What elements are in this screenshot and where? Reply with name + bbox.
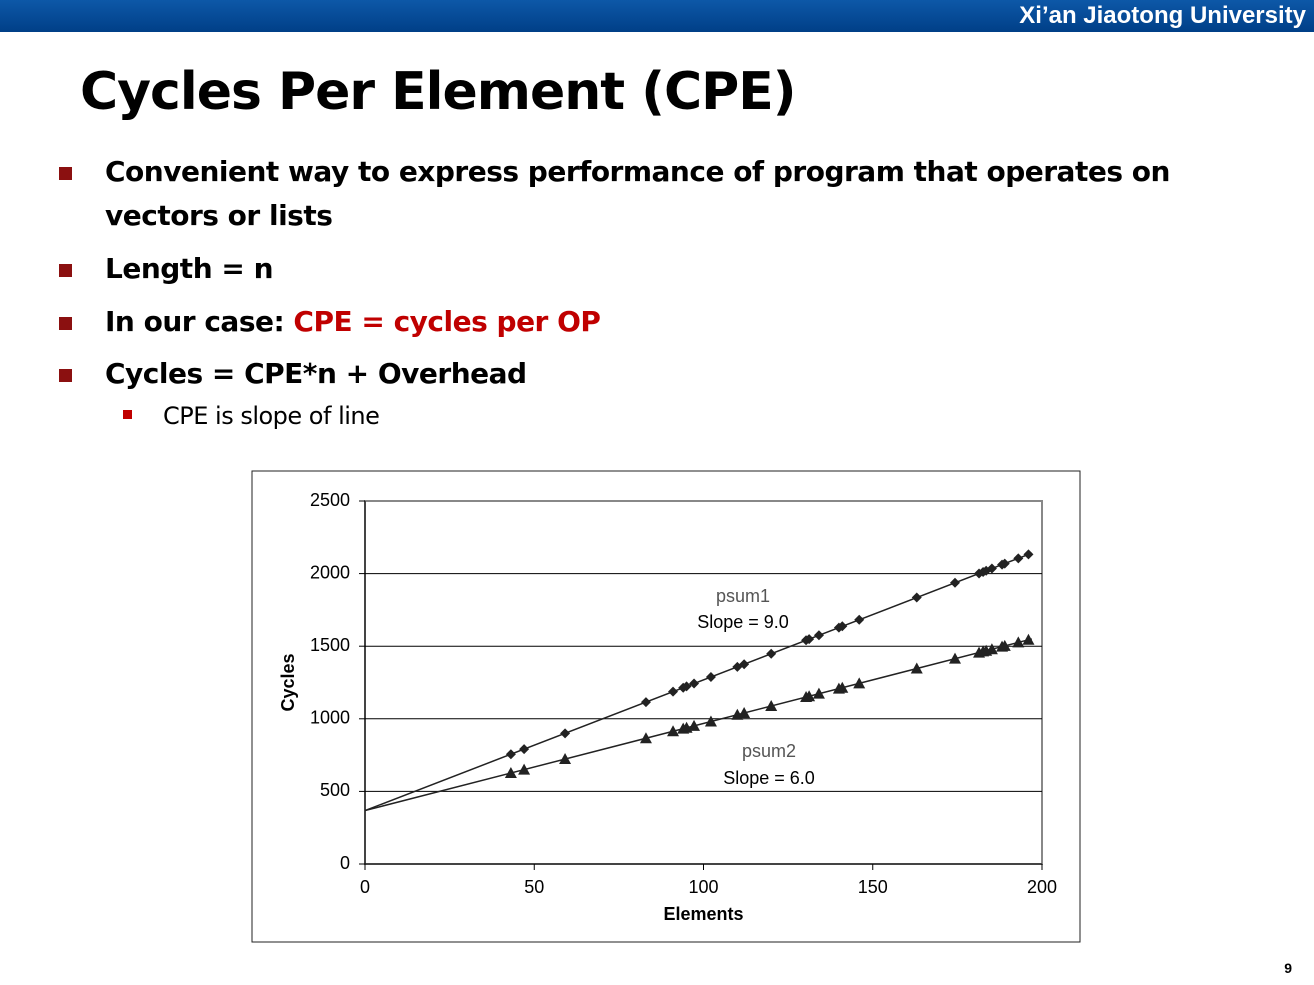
y-tick-label: 2000 bbox=[310, 562, 350, 582]
y-tick-label: 1500 bbox=[310, 635, 350, 655]
point bbox=[705, 671, 716, 682]
point bbox=[688, 719, 701, 731]
point bbox=[1022, 633, 1035, 645]
point bbox=[836, 681, 849, 693]
bullet-marker bbox=[59, 369, 72, 382]
point bbox=[681, 681, 692, 692]
point bbox=[853, 677, 866, 689]
point bbox=[504, 766, 517, 778]
slope-label: Slope = 9.0 bbox=[697, 612, 789, 632]
x-tick-label: 150 bbox=[858, 877, 888, 897]
bullet-text: Convenient way to express performance of… bbox=[105, 155, 1170, 232]
bullet-marker bbox=[59, 264, 72, 277]
point bbox=[910, 662, 923, 674]
series-label: psum2 bbox=[742, 741, 796, 761]
point bbox=[519, 744, 530, 755]
header-bar: Xi’an Jiaotong University bbox=[0, 0, 1314, 32]
point bbox=[1012, 636, 1025, 648]
bullet: Cycles = CPE*n + Overhead CPE is slope of… bbox=[59, 352, 1225, 436]
point bbox=[765, 700, 778, 712]
bullet: Length = n bbox=[59, 247, 1225, 291]
sub-bullet-marker bbox=[123, 410, 132, 419]
slope-label: Slope = 6.0 bbox=[723, 768, 815, 788]
x-tick-label: 200 bbox=[1027, 877, 1057, 897]
point bbox=[949, 652, 962, 664]
point bbox=[505, 749, 516, 760]
point bbox=[639, 732, 652, 744]
point bbox=[837, 621, 848, 632]
x-tick-label: 100 bbox=[688, 877, 718, 897]
point bbox=[812, 687, 825, 699]
point bbox=[998, 639, 1011, 651]
point bbox=[985, 643, 998, 655]
point bbox=[518, 763, 531, 775]
bullet-text: CPE = cycles per OP bbox=[293, 305, 601, 338]
y-axis-label: Cycles bbox=[278, 653, 298, 711]
y-tick-label: 500 bbox=[320, 780, 350, 800]
bullet-marker bbox=[59, 317, 72, 330]
x-tick-label: 50 bbox=[524, 877, 544, 897]
point bbox=[668, 686, 679, 697]
point bbox=[986, 563, 997, 574]
point bbox=[640, 697, 651, 708]
point bbox=[560, 728, 571, 739]
bullet-marker bbox=[59, 167, 72, 180]
y-tick-label: 2500 bbox=[310, 490, 350, 510]
y-tick-label: 1000 bbox=[310, 708, 350, 728]
point bbox=[738, 706, 751, 718]
bullet-text: Cycles = CPE*n + Overhead bbox=[105, 357, 527, 390]
point bbox=[804, 634, 815, 645]
point bbox=[704, 715, 717, 727]
fit-line bbox=[364, 552, 1033, 812]
x-axis-label: Elements bbox=[663, 904, 743, 924]
point bbox=[667, 725, 680, 737]
point bbox=[999, 558, 1010, 569]
chart-frame bbox=[251, 470, 1081, 943]
point bbox=[1023, 549, 1034, 560]
bullet-text: In our case: bbox=[105, 305, 294, 338]
point bbox=[689, 678, 700, 689]
point bbox=[766, 648, 777, 659]
slide-title: Cycles Per Element (CPE) bbox=[80, 62, 797, 122]
point bbox=[854, 614, 865, 625]
fit-line bbox=[364, 638, 1033, 812]
university: Xi’an Jiaotong University bbox=[1019, 2, 1306, 29]
series-label: psum1 bbox=[716, 586, 770, 606]
point bbox=[739, 659, 750, 670]
point bbox=[813, 630, 824, 641]
sub-bullet: CPE is slope of line bbox=[123, 396, 1225, 436]
sub-bullet-text: CPE is slope of line bbox=[163, 402, 380, 430]
bullet: In our case: CPE = cycles per OP bbox=[59, 300, 1225, 344]
bullet-text: Length = n bbox=[105, 252, 274, 285]
x-tick-label: 0 bbox=[360, 877, 370, 897]
point bbox=[911, 592, 922, 603]
point bbox=[803, 690, 816, 702]
y-tick-label: 0 bbox=[340, 853, 350, 873]
page-number: 9 bbox=[1284, 960, 1292, 976]
bullet: Convenient way to express performance of… bbox=[59, 150, 1225, 238]
point bbox=[950, 577, 961, 588]
point bbox=[1013, 553, 1024, 564]
point bbox=[559, 753, 572, 765]
